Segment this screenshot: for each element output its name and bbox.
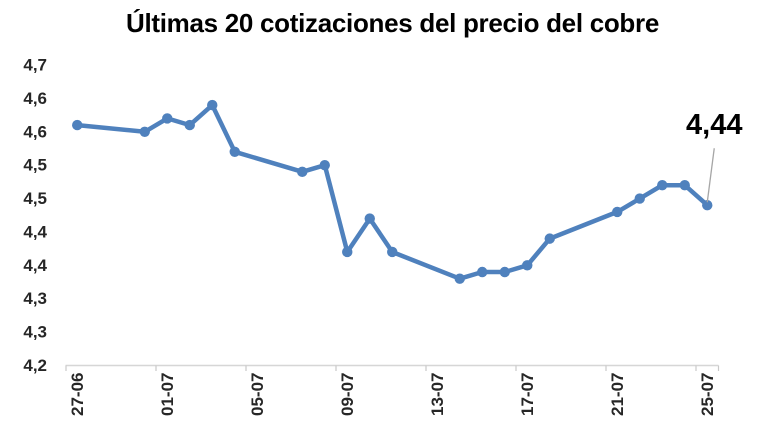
data-point-marker [522, 260, 533, 271]
data-point-marker [184, 119, 195, 131]
x-axis-label: 05-07 [248, 373, 267, 416]
data-point-marker [297, 166, 308, 178]
data-point-marker [499, 266, 510, 278]
data-point-marker [612, 206, 623, 218]
data-point-marker [544, 233, 555, 244]
x-axis-label: 01-07 [158, 373, 177, 416]
x-axis-label: 09-07 [338, 373, 357, 416]
data-point-marker [387, 246, 398, 258]
data-point-marker [319, 159, 330, 171]
data-point-marker [634, 193, 645, 204]
x-axis-label: 27-06 [68, 373, 87, 416]
y-axis-label: 4,2 [23, 356, 47, 375]
y-axis-label: 4,4 [23, 222, 47, 241]
data-point-marker [229, 146, 240, 158]
data-point-marker [72, 119, 83, 131]
data-point-marker [162, 113, 173, 124]
data-point-marker [477, 266, 488, 278]
x-axis-label: 25-07 [698, 373, 717, 416]
data-point-marker [207, 99, 218, 111]
y-axis-label: 4,5 [23, 156, 47, 175]
chart-title: Últimas 20 cotizaciones del precio del c… [126, 8, 659, 38]
y-axis-label: 4,6 [23, 122, 47, 141]
data-point-marker [139, 126, 150, 137]
data-point-marker [342, 246, 353, 258]
y-axis-label: 4,6 [23, 89, 47, 108]
data-point-marker [702, 200, 713, 211]
x-axis-label: 13-07 [428, 373, 447, 416]
y-axis-label: 4,7 [23, 56, 47, 75]
data-point-marker [679, 180, 690, 191]
data-point-marker [454, 273, 465, 284]
x-axis-label: 21-07 [608, 373, 627, 416]
annotation-leader-line [706, 148, 715, 203]
y-axis-label: 4,4 [23, 256, 47, 275]
y-axis-label: 4,3 [23, 323, 47, 342]
y-axis-label: 4,3 [23, 289, 47, 308]
data-point-marker [657, 180, 668, 191]
x-axis-label: 17-07 [518, 373, 537, 416]
data-point-marker [364, 213, 375, 224]
y-axis-label: 4,5 [23, 189, 47, 208]
annotation-label: 4,44 [686, 109, 742, 141]
